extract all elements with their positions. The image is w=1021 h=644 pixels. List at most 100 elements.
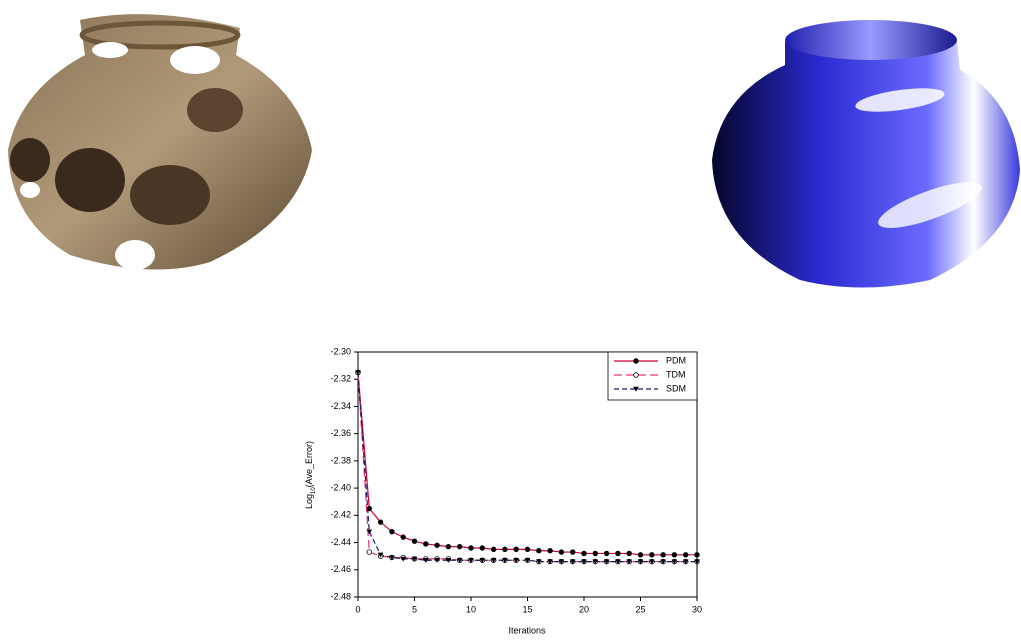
marker (536, 559, 542, 565)
y-tick-label: -2.42 (330, 510, 351, 520)
marker (592, 559, 599, 565)
marker (490, 558, 497, 563)
marker (389, 555, 395, 561)
marker (411, 538, 418, 544)
marker (660, 559, 666, 565)
marker (479, 545, 485, 551)
marker (490, 546, 497, 553)
x-tick-label: 25 (635, 604, 645, 614)
pot-rim (785, 20, 957, 60)
y-tick-label: -2.48 (330, 591, 351, 601)
y-tick-label: -2.40 (330, 482, 351, 492)
marker (671, 559, 678, 565)
marker (570, 549, 576, 555)
marker (558, 549, 565, 555)
y-label-part: (Ave_Error) (304, 441, 314, 487)
y-tick-label: -2.46 (330, 564, 351, 574)
marker (626, 550, 632, 557)
x-tick-label: 30 (692, 604, 702, 614)
marker (423, 558, 429, 563)
y-tick-label: -2.34 (330, 401, 351, 411)
marker (389, 528, 395, 535)
legend-label: SDM (666, 383, 686, 393)
marker (445, 543, 452, 550)
y-tick-label: -2.38 (330, 455, 351, 465)
marker (547, 548, 553, 554)
model-pot (712, 20, 1020, 288)
marker (671, 552, 678, 558)
marker (445, 558, 452, 563)
series-line (357, 372, 697, 563)
marker (581, 559, 587, 565)
marker (536, 548, 542, 554)
series-line (357, 372, 697, 563)
marker (683, 552, 689, 558)
marker (456, 558, 463, 563)
y-tick-label: -2.36 (330, 428, 351, 438)
marker (366, 505, 372, 512)
marker (649, 552, 655, 558)
marker (649, 559, 655, 565)
marker (366, 549, 372, 555)
marker (513, 558, 519, 563)
y-label-part: Log (304, 494, 314, 509)
marker (411, 556, 418, 562)
pot-patch (187, 88, 243, 132)
marker (660, 552, 666, 558)
y-tick-label: -2.44 (330, 537, 351, 547)
marker (468, 558, 474, 563)
pot-hole (20, 182, 40, 198)
marker (468, 545, 474, 551)
marker (513, 546, 519, 553)
marker (366, 529, 373, 535)
marker (434, 558, 440, 563)
marker (682, 559, 689, 565)
y-tick-label: -2.30 (330, 346, 351, 356)
marker (423, 541, 429, 547)
y-axis-label: Log10(Ave_Error) (304, 441, 316, 509)
pot-hole (92, 42, 128, 58)
marker (377, 519, 384, 525)
legend-box (607, 351, 698, 401)
marker (400, 534, 406, 540)
marker (637, 559, 644, 565)
marker (524, 546, 531, 553)
legend-marker (633, 372, 639, 378)
x-tick-label: 0 (355, 604, 360, 614)
pot-hole (170, 46, 220, 74)
marker (400, 556, 406, 562)
marker (694, 559, 700, 565)
marker (377, 552, 384, 558)
legend-marker (633, 358, 639, 364)
marker (626, 559, 632, 565)
y-label-sub: 10 (311, 487, 317, 494)
pot-body (8, 14, 312, 270)
marker (637, 552, 644, 558)
x-tick-label: 20 (579, 604, 589, 614)
pot-patch (10, 138, 50, 182)
marker (694, 552, 700, 558)
marker (569, 559, 576, 565)
marker (615, 550, 621, 557)
marker (502, 558, 508, 563)
marker (355, 370, 361, 376)
legend-label: TDM (666, 369, 686, 379)
marker (603, 550, 610, 557)
marker (615, 559, 621, 565)
pot-patch (55, 148, 125, 212)
marker (457, 543, 463, 550)
pot-patch (130, 165, 210, 225)
marker (524, 558, 531, 563)
pot-highlight (878, 182, 982, 228)
legend: PDM TDM SDM (607, 351, 698, 401)
marker (502, 546, 508, 553)
x-tick-label: 10 (466, 604, 476, 614)
scanned-pot (8, 14, 312, 270)
x-tick-label: 15 (522, 604, 532, 614)
pot-hole (115, 240, 155, 270)
marker (592, 550, 598, 557)
marker (479, 558, 486, 563)
x-axis-label: Iterations (508, 625, 546, 635)
marker (558, 559, 565, 565)
